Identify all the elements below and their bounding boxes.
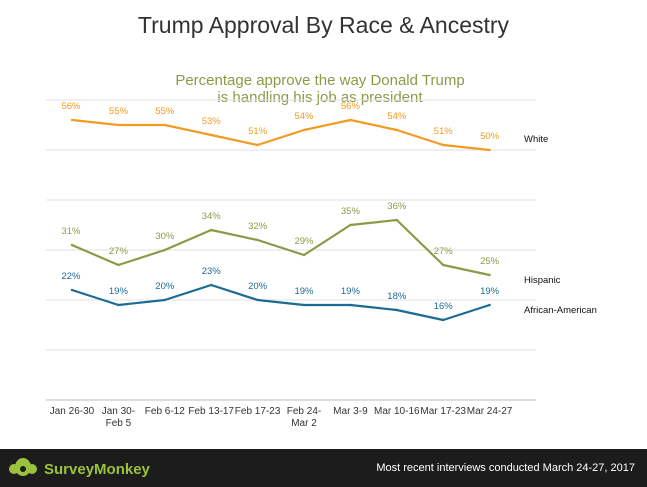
data-point xyxy=(349,118,352,122)
data-point xyxy=(210,133,213,137)
data-label: 50% xyxy=(480,131,500,142)
data-label: 53% xyxy=(202,116,222,127)
data-point xyxy=(117,263,120,267)
brand-name: SurveyMonkey xyxy=(44,460,150,478)
data-label: 55% xyxy=(109,106,129,117)
data-point xyxy=(349,223,352,227)
data-point xyxy=(70,288,74,292)
surveymonkey-logo-icon xyxy=(8,456,38,483)
x-tick-label: Jan 30-Feb 5 xyxy=(102,406,135,429)
data-label: 29% xyxy=(294,236,314,247)
series-legend-label: White xyxy=(524,134,548,145)
data-point xyxy=(395,308,398,312)
data-label: 51% xyxy=(434,126,454,137)
series-line xyxy=(71,218,490,277)
data-point xyxy=(256,238,259,242)
data-point xyxy=(349,303,352,307)
x-tick-label-line: Feb 13-17 xyxy=(188,406,234,417)
x-tick-label: Feb 17-23 xyxy=(235,406,281,417)
data-label: 25% xyxy=(480,256,500,267)
data-point xyxy=(210,283,213,287)
data-point xyxy=(302,128,306,132)
x-tick-label: Mar 10-16 xyxy=(374,406,420,417)
series-line xyxy=(71,118,490,152)
subtitle-line-2: is handling his job as president xyxy=(217,89,423,106)
x-tick-label: Feb 24-Mar 2 xyxy=(287,406,321,429)
data-point xyxy=(256,143,259,147)
data-point xyxy=(488,148,491,152)
data-label: 19% xyxy=(480,286,500,297)
x-tick-label: Feb 6-12 xyxy=(145,406,185,417)
data-point xyxy=(210,228,213,232)
data-label: 19% xyxy=(109,286,129,297)
data-point xyxy=(302,253,306,257)
x-tick-label-line: Mar 3-9 xyxy=(333,406,368,417)
x-tick-label-line: Feb 6-12 xyxy=(145,406,185,417)
x-tick-label: Mar 24-27 xyxy=(467,406,513,417)
series-legend-label: African-American xyxy=(524,305,597,316)
data-label: 54% xyxy=(294,111,314,122)
x-tick-label-line: Mar 17-23 xyxy=(420,406,466,417)
data-label: 27% xyxy=(434,246,454,257)
series-legend-label: Hispanic xyxy=(524,275,561,286)
data-point xyxy=(163,248,166,252)
footer-bar: SurveyMonkey Most recent interviews cond… xyxy=(0,449,647,487)
x-tick-label: Mar 17-23 xyxy=(420,406,466,417)
data-label: 22% xyxy=(61,271,81,282)
data-label: 19% xyxy=(294,286,314,297)
data-point xyxy=(442,263,445,267)
data-point xyxy=(117,303,120,307)
data-point xyxy=(488,303,491,307)
x-tick-label: Feb 13-17 xyxy=(188,406,234,417)
data-label: 56% xyxy=(61,101,81,112)
data-point xyxy=(70,243,74,247)
data-point xyxy=(302,303,306,307)
x-tick-label: Mar 3-9 xyxy=(333,406,368,417)
data-point xyxy=(163,298,166,302)
data-label: 32% xyxy=(248,221,268,232)
data-label: 56% xyxy=(341,101,361,112)
data-label: 54% xyxy=(387,111,407,122)
x-tick-label-line: Mar 10-16 xyxy=(374,406,420,417)
x-tick-label: Jan 26-30 xyxy=(50,406,95,417)
data-label: 36% xyxy=(387,201,407,212)
data-label: 35% xyxy=(341,206,361,217)
data-point xyxy=(488,273,491,277)
x-tick-label-line: Feb 24- xyxy=(287,406,321,417)
data-label: 31% xyxy=(61,226,81,237)
data-label: 30% xyxy=(155,231,175,242)
subtitle-line-1: Percentage approve the way Donald Trump xyxy=(175,72,465,89)
data-label: 16% xyxy=(434,301,454,312)
series-line xyxy=(71,283,490,322)
chart-title: Trump Approval By Race & Ancestry xyxy=(137,12,510,38)
chart-subtitle: Percentage approve the way Donald Trump … xyxy=(170,72,470,106)
data-label: 34% xyxy=(202,211,222,222)
x-tick-label-line: Feb 17-23 xyxy=(235,406,281,417)
data-point xyxy=(256,298,259,302)
data-point xyxy=(395,218,398,222)
data-label: 18% xyxy=(387,291,407,302)
x-tick-label-line: Mar 2 xyxy=(291,418,317,429)
data-point xyxy=(395,128,398,132)
x-tick-label-line: Feb 5 xyxy=(106,418,132,429)
data-point xyxy=(442,318,445,322)
brand-logo: SurveyMonkey xyxy=(8,457,150,481)
data-point xyxy=(163,123,166,127)
data-label: 20% xyxy=(248,281,268,292)
x-tick-label-line: Mar 24-27 xyxy=(467,406,513,417)
data-label: 19% xyxy=(341,286,361,297)
data-label: 23% xyxy=(202,266,222,277)
data-point xyxy=(117,123,120,127)
data-label: 20% xyxy=(155,281,175,292)
data-label: 27% xyxy=(109,246,129,257)
x-tick-label-line: Jan 26-30 xyxy=(50,406,95,417)
data-label: 51% xyxy=(248,126,268,137)
data-point xyxy=(442,143,445,147)
data-label: 55% xyxy=(155,106,175,117)
footnote: Most recent interviews conducted March 2… xyxy=(376,462,635,474)
x-tick-label-line: Jan 30- xyxy=(102,406,135,417)
data-point xyxy=(70,118,74,122)
